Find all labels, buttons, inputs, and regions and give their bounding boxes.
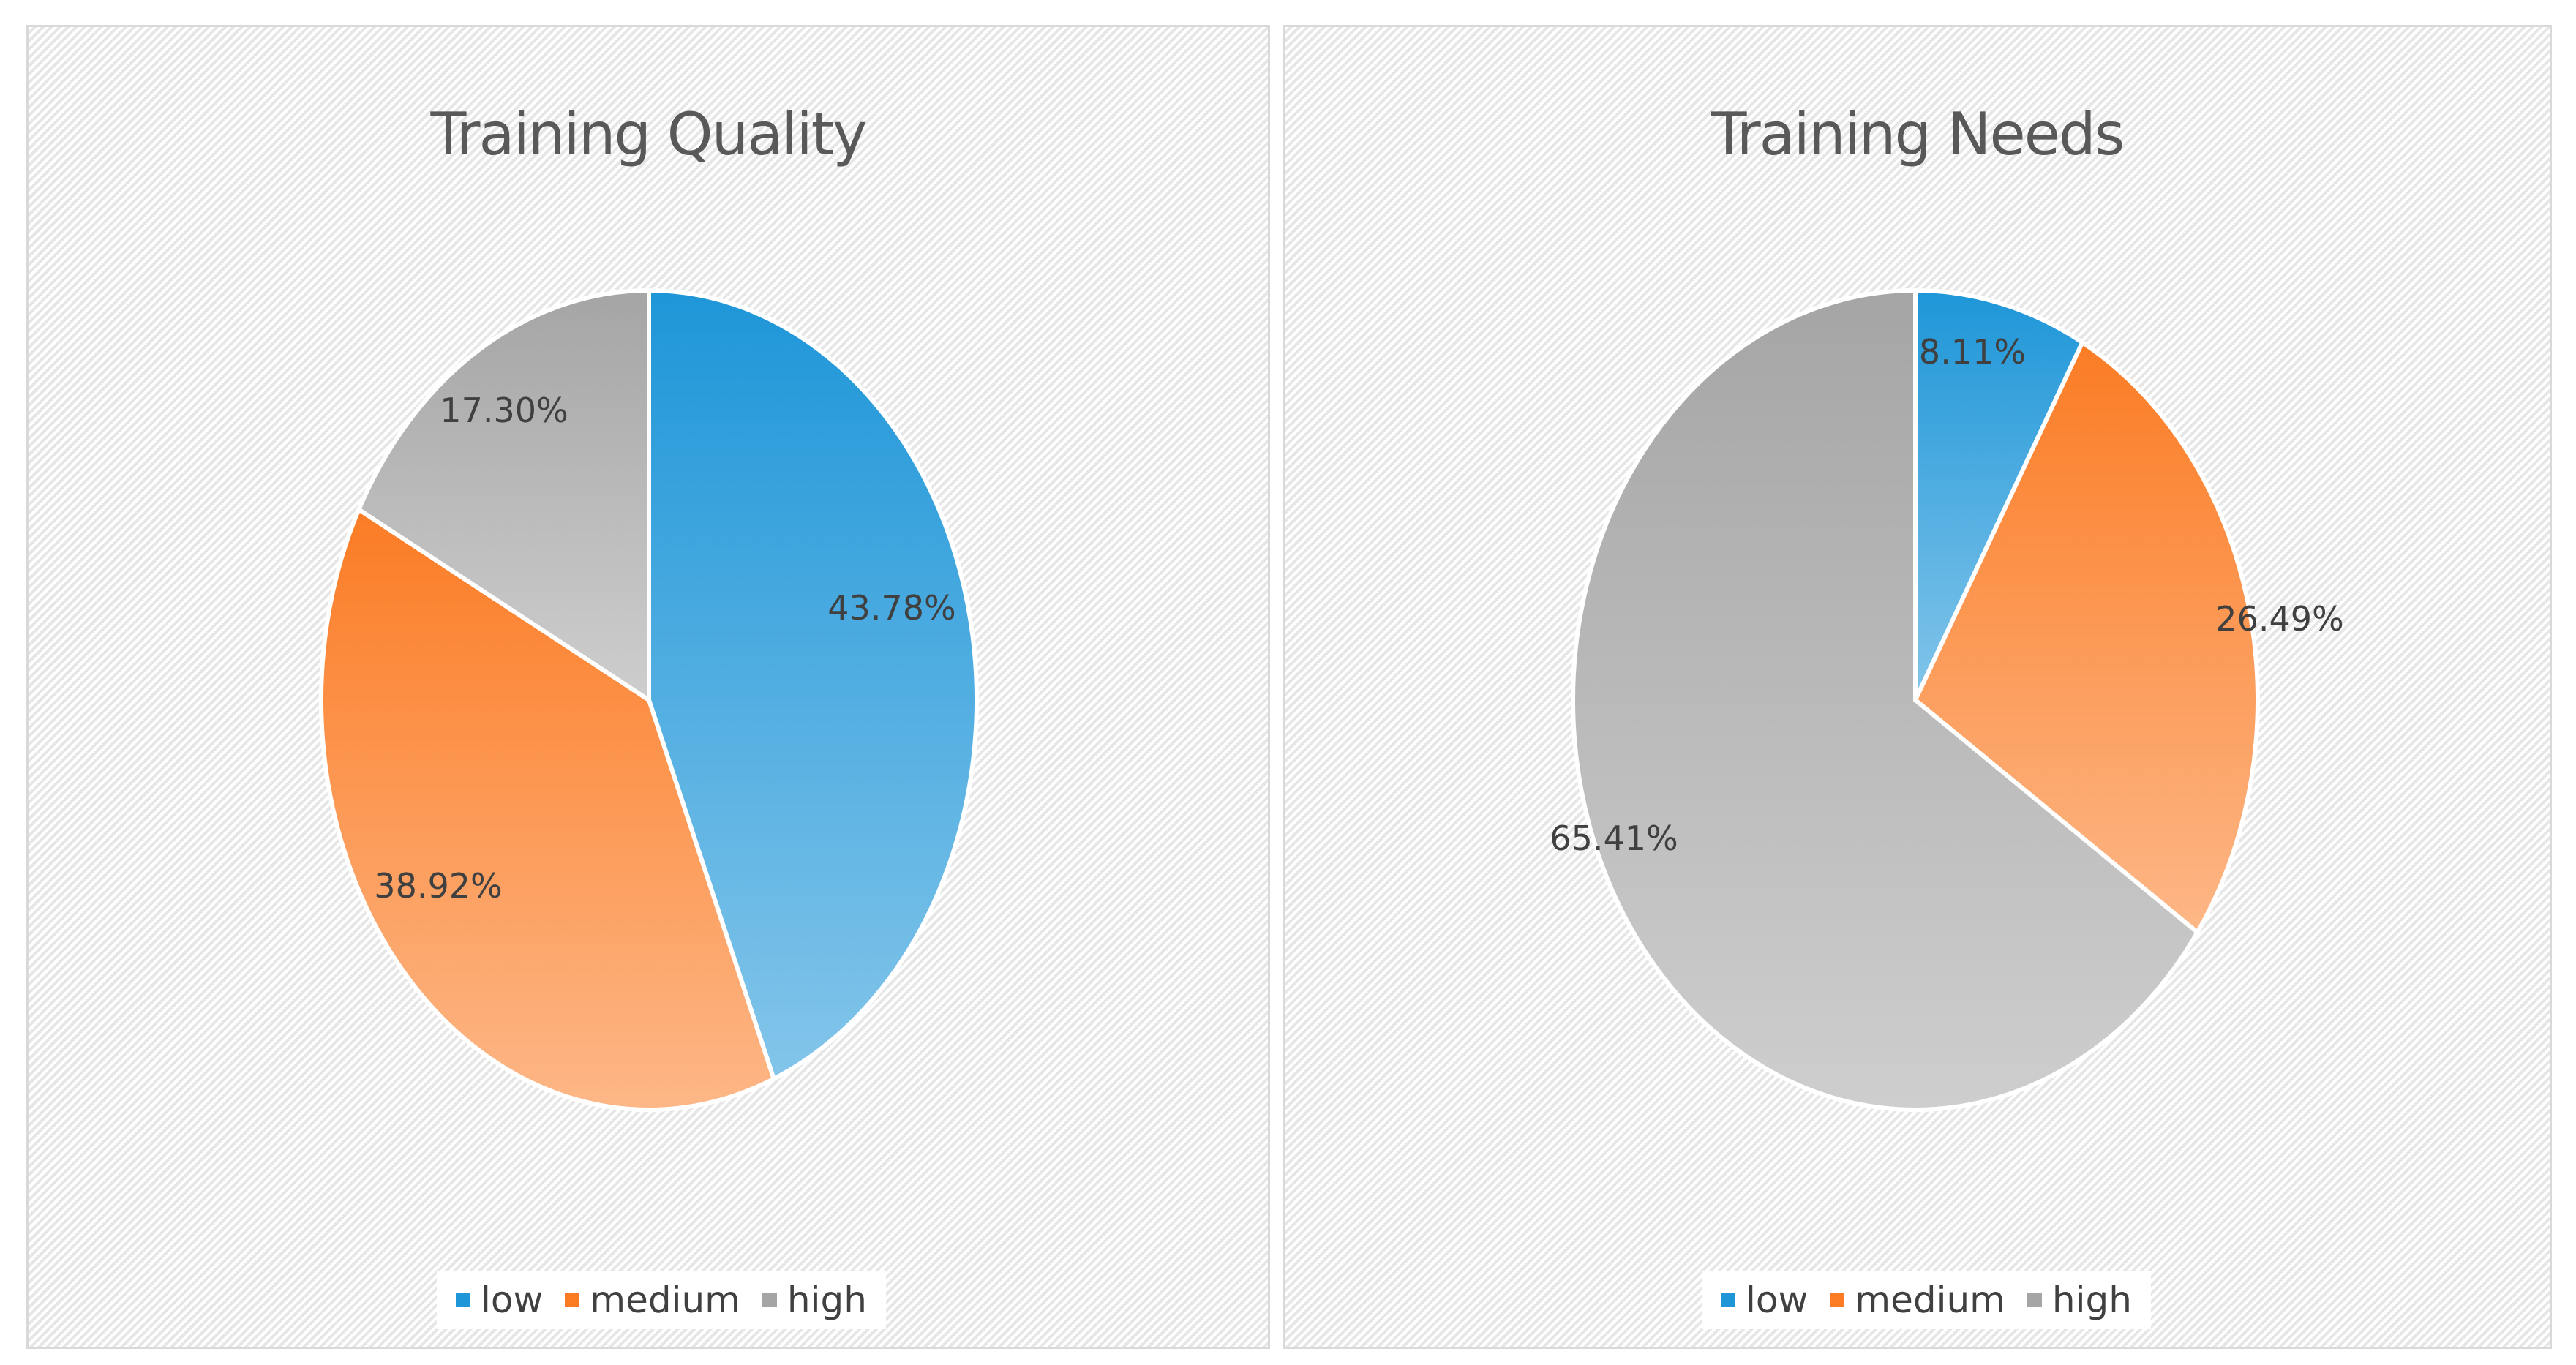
legend-item-low: low — [456, 1279, 543, 1321]
legend-swatch-high — [2027, 1293, 2042, 1307]
pie-slice-high — [1571, 287, 2201, 1112]
data-label-high: 65.41% — [1550, 819, 1678, 858]
pie-chart-training-needs: 8.11% 26.49% 65.41% — [1550, 287, 2344, 1112]
pie-slice-medium — [1912, 339, 2260, 936]
legend-swatch-high — [762, 1293, 777, 1307]
legend-swatch-low — [1721, 1293, 1735, 1307]
legend-swatch-medium — [565, 1293, 580, 1307]
pie-slice-medium — [319, 506, 777, 1112]
pie-chart-training-quality: 43.78% 38.92% 17.30% — [319, 287, 980, 1112]
pie-slice-low — [1913, 287, 2086, 702]
chart-legend: low medium high — [1702, 1271, 2151, 1329]
legend-label-high: high — [2051, 1279, 2132, 1321]
legend-item-medium: medium — [1830, 1279, 2005, 1321]
data-label-high: 17.30% — [440, 391, 568, 430]
data-label-low: 43.78% — [827, 588, 955, 628]
data-label-medium: 38.92% — [374, 866, 502, 906]
chart-legend: low medium high — [437, 1271, 886, 1329]
chart-title: Training Quality — [430, 100, 868, 168]
legend-item-low: low — [1721, 1279, 1808, 1321]
legend-label-medium: medium — [1855, 1279, 2005, 1321]
legend-label-high: high — [786, 1279, 867, 1321]
legend-swatch-low — [456, 1293, 470, 1307]
legend-item-high: high — [2027, 1279, 2132, 1321]
legend-swatch-medium — [1830, 1293, 1845, 1307]
data-label-medium: 26.49% — [2215, 599, 2343, 639]
legend-label-low: low — [481, 1279, 544, 1321]
chart-panel-training-quality: Training Quality 43.78% 38.92% 17.30% low … — [26, 25, 1270, 1349]
legend-item-medium: medium — [565, 1279, 740, 1321]
data-label-low: 8.11% — [1919, 332, 2026, 372]
legend-item-high: high — [762, 1279, 867, 1321]
pie-slice-high — [356, 287, 651, 704]
legend-label-low: low — [1746, 1279, 1809, 1321]
chart-panel-training-needs: Training Needs 8.11% 26.49% 65.41% low med… — [1283, 25, 2552, 1349]
chart-title: Training Needs — [1711, 100, 2125, 168]
legend-label-medium: medium — [590, 1279, 740, 1321]
pie-slice-low — [647, 287, 980, 1083]
